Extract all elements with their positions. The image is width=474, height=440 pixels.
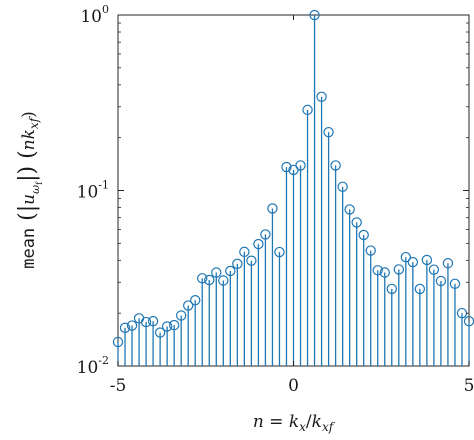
stem-marker <box>365 245 376 256</box>
y-tick-label: 10-1 <box>77 179 109 203</box>
stem-marker <box>393 264 404 275</box>
stem-marker <box>407 256 419 268</box>
stem-marker <box>309 9 320 21</box>
stem-marker <box>175 310 187 321</box>
stem-marker <box>358 229 369 241</box>
x-axis-title: n = kx/kxf <box>253 412 336 434</box>
stem-marker <box>323 126 334 138</box>
y-axis-title: mean (|uωf|) (nkxf) <box>15 111 44 269</box>
stem-marker <box>302 104 313 116</box>
stem-marker <box>253 238 264 250</box>
stem-marker <box>232 258 243 270</box>
x-axis-ticks: -5 0 5 <box>110 15 474 396</box>
x-tick-label: 0 <box>288 376 299 396</box>
stem-marker <box>281 161 292 173</box>
stem-marker <box>379 267 390 278</box>
stem-marker <box>337 181 348 192</box>
x-tick-label: -5 <box>110 376 127 396</box>
stem-marker <box>428 264 440 275</box>
stem-marker <box>161 321 173 332</box>
stem-marker <box>112 336 124 348</box>
stem-marker <box>168 319 180 331</box>
stem-marker <box>435 275 447 287</box>
stem-marker <box>119 322 131 334</box>
stem-marker <box>260 229 271 240</box>
stem-marker <box>274 246 285 258</box>
stem-marker <box>351 217 362 228</box>
stem-marker <box>246 255 257 266</box>
stem-marker <box>421 254 433 266</box>
stem-marker <box>386 283 397 295</box>
y-tick-label: 100 <box>80 3 109 27</box>
y-tick-label: 10-2 <box>77 354 109 378</box>
stem-marker <box>295 160 306 171</box>
stem-marker <box>400 251 412 263</box>
stem-marker <box>182 300 194 311</box>
stem-marker <box>147 315 159 327</box>
stem-marker <box>372 265 383 276</box>
stem-marker <box>218 275 229 286</box>
stem-marker <box>442 258 454 269</box>
stem-marker <box>330 160 341 171</box>
stem-marker <box>140 316 152 328</box>
stem-marker <box>197 273 208 284</box>
stem-marker <box>449 278 461 290</box>
stem-marker <box>211 267 222 278</box>
stem-marker <box>190 295 201 306</box>
stem-marker <box>267 203 278 214</box>
stem-marker <box>316 91 327 102</box>
x-tick-label: 5 <box>464 376 474 396</box>
stem-marker <box>204 274 215 286</box>
y-axis-ticks: 10-2 10-1 100 <box>77 3 469 378</box>
stem-marker <box>154 327 166 338</box>
stem-marker <box>126 320 138 331</box>
stem-marker <box>414 283 426 295</box>
stem-marker <box>344 204 355 215</box>
stem-series <box>112 9 474 366</box>
stem-marker <box>225 265 236 277</box>
stem-marker <box>239 246 250 258</box>
